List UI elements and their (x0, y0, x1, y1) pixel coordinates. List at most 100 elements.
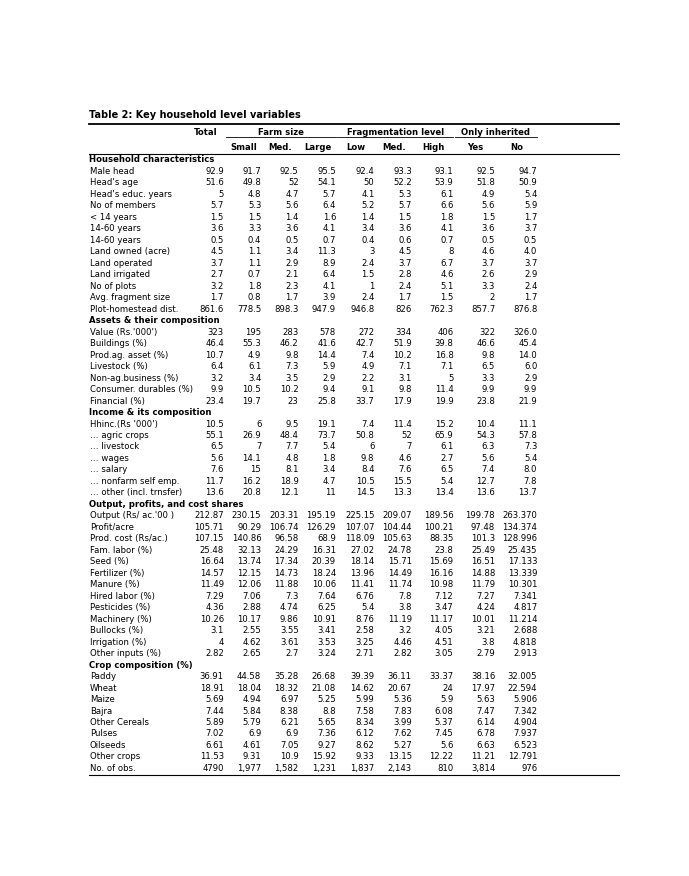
Text: Med.: Med. (382, 143, 406, 152)
Text: 19.1: 19.1 (317, 420, 336, 428)
Text: Hired labor (%): Hired labor (%) (90, 591, 155, 601)
Text: 3: 3 (369, 247, 375, 257)
Text: 13.74: 13.74 (237, 557, 261, 566)
Text: Male head: Male head (90, 167, 134, 176)
Text: 1.1: 1.1 (248, 258, 261, 268)
Text: 3.24: 3.24 (317, 649, 336, 658)
Text: 12.22: 12.22 (429, 752, 453, 761)
Text: 14.62: 14.62 (350, 683, 375, 693)
Text: 91.7: 91.7 (243, 167, 261, 176)
Text: 4.6: 4.6 (440, 271, 453, 279)
Text: 3.21: 3.21 (476, 626, 495, 635)
Text: 6.14: 6.14 (476, 718, 495, 727)
Text: 2.9: 2.9 (524, 271, 537, 279)
Text: 2: 2 (490, 293, 495, 302)
Text: 55.1: 55.1 (205, 431, 224, 440)
Text: 7.4: 7.4 (361, 350, 375, 360)
Text: 13.96: 13.96 (350, 569, 375, 578)
Text: 93.1: 93.1 (435, 167, 453, 176)
Text: Household characteristics: Household characteristics (89, 156, 214, 165)
Text: 3.4: 3.4 (361, 224, 375, 233)
Text: 2.4: 2.4 (361, 258, 375, 268)
Text: 12.06: 12.06 (237, 580, 261, 590)
Text: 16.31: 16.31 (312, 546, 336, 555)
Text: 3.61: 3.61 (280, 638, 298, 646)
Text: 52: 52 (288, 179, 298, 187)
Text: 96.58: 96.58 (274, 534, 298, 543)
Text: Small: Small (230, 143, 257, 152)
Text: 4.818: 4.818 (513, 638, 537, 646)
Text: 53.9: 53.9 (435, 179, 453, 187)
Text: 3.5: 3.5 (285, 373, 298, 383)
Text: 101.3: 101.3 (471, 534, 495, 543)
Text: 1,231: 1,231 (312, 764, 336, 773)
Text: 5.3: 5.3 (398, 190, 412, 199)
Text: 11.79: 11.79 (471, 580, 495, 590)
Text: 0.5: 0.5 (482, 236, 495, 245)
Text: 4.6: 4.6 (482, 247, 495, 257)
Text: 7.6: 7.6 (211, 465, 224, 475)
Text: 6.6: 6.6 (440, 201, 453, 210)
Text: 762.3: 762.3 (429, 305, 453, 314)
Text: 6.9: 6.9 (248, 730, 261, 738)
Text: Other crops: Other crops (90, 752, 140, 761)
Text: 14-60 years: 14-60 years (90, 236, 141, 245)
Text: 9.33: 9.33 (356, 752, 375, 761)
Text: 92.9: 92.9 (205, 167, 224, 176)
Text: 4.817: 4.817 (513, 604, 537, 612)
Text: 1.8: 1.8 (440, 213, 453, 222)
Text: 51.9: 51.9 (393, 339, 412, 348)
Text: 8.8: 8.8 (322, 707, 336, 716)
Text: 0.4: 0.4 (361, 236, 375, 245)
Text: 0.7: 0.7 (248, 271, 261, 279)
Text: 2,143: 2,143 (388, 764, 412, 773)
Text: 5.1: 5.1 (440, 282, 453, 291)
Text: 6.08: 6.08 (435, 707, 453, 716)
Text: 3.9: 3.9 (322, 293, 336, 302)
Text: 3.6: 3.6 (398, 224, 412, 233)
Text: 2.1: 2.1 (285, 271, 298, 279)
Text: 90.29: 90.29 (237, 523, 261, 532)
Text: 12.7: 12.7 (476, 477, 495, 486)
Text: 5.6: 5.6 (482, 454, 495, 463)
Text: Non-ag.business (%): Non-ag.business (%) (90, 373, 178, 383)
Text: 4.9: 4.9 (361, 362, 375, 371)
Text: 10.91: 10.91 (312, 615, 336, 624)
Text: 4.5: 4.5 (398, 247, 412, 257)
Text: Profit/acre: Profit/acre (90, 523, 134, 532)
Text: 947.9: 947.9 (312, 305, 336, 314)
Text: 23.4: 23.4 (205, 397, 224, 406)
Text: 107.15: 107.15 (194, 534, 224, 543)
Text: 5.9: 5.9 (440, 695, 453, 704)
Text: 36.11: 36.11 (388, 672, 412, 681)
Text: 92.5: 92.5 (280, 167, 298, 176)
Text: 15: 15 (251, 465, 261, 475)
Text: 5.4: 5.4 (322, 442, 336, 451)
Text: 5.3: 5.3 (248, 201, 261, 210)
Text: 100.21: 100.21 (424, 523, 453, 532)
Text: … agric crops: … agric crops (90, 431, 149, 440)
Text: No. of obs.: No. of obs. (90, 764, 136, 773)
Text: 3.7: 3.7 (524, 224, 537, 233)
Text: 51.8: 51.8 (476, 179, 495, 187)
Text: 49.8: 49.8 (243, 179, 261, 187)
Text: 2.2: 2.2 (361, 373, 375, 383)
Text: 33.7: 33.7 (356, 397, 375, 406)
Text: 8.0: 8.0 (524, 465, 537, 475)
Text: 24: 24 (443, 683, 453, 693)
Text: 2.9: 2.9 (285, 258, 298, 268)
Text: 9.27: 9.27 (317, 741, 336, 750)
Text: 4.61: 4.61 (243, 741, 261, 750)
Text: 20.67: 20.67 (388, 683, 412, 693)
Text: 14.73: 14.73 (274, 569, 298, 578)
Text: 32.13: 32.13 (237, 546, 261, 555)
Text: 23: 23 (288, 397, 298, 406)
Text: 7.12: 7.12 (435, 591, 453, 601)
Text: 578: 578 (320, 328, 336, 336)
Text: 50.8: 50.8 (356, 431, 375, 440)
Text: 46.2: 46.2 (280, 339, 298, 348)
Text: 14.57: 14.57 (200, 569, 224, 578)
Text: 3.05: 3.05 (435, 649, 453, 658)
Text: 15.71: 15.71 (388, 557, 412, 566)
Text: Manure (%): Manure (%) (90, 580, 139, 590)
